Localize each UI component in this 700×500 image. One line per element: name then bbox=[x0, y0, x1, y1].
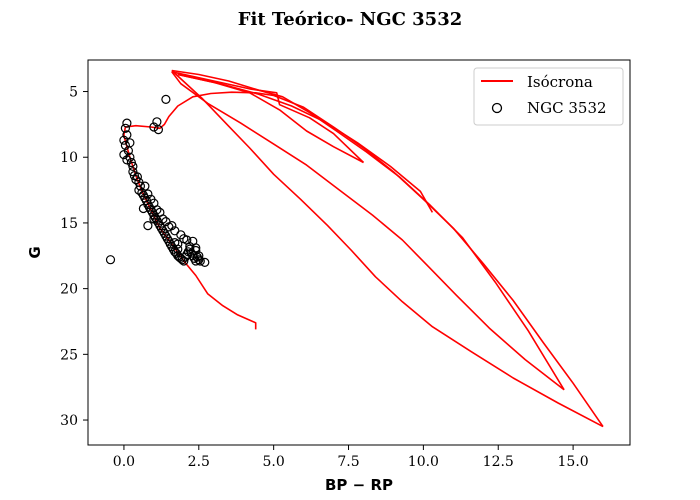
data-point bbox=[125, 152, 135, 162]
isochrone-line-segment-3 bbox=[171, 71, 565, 391]
y-tick-label: 10 bbox=[60, 150, 78, 166]
data-point bbox=[173, 244, 183, 254]
data-point bbox=[152, 205, 162, 215]
data-point bbox=[146, 194, 156, 204]
x-tick-label: 7.5 bbox=[337, 454, 359, 470]
legend-label-isochrone: Isócrona bbox=[527, 73, 593, 91]
y-tick-label: 25 bbox=[60, 347, 78, 363]
y-tick-label: 5 bbox=[69, 85, 78, 101]
data-point bbox=[158, 214, 168, 224]
isochrone-line-segment-4 bbox=[171, 71, 365, 164]
data-point bbox=[143, 221, 153, 231]
y-axis-label: G bbox=[26, 246, 44, 258]
data-point bbox=[135, 181, 145, 191]
data-point bbox=[195, 256, 205, 266]
y-axis: 5 10 15 20 25 30 bbox=[60, 85, 88, 429]
data-point bbox=[182, 235, 192, 245]
x-axis: 0.0 2.5 5.0 7.5 10.0 12.5 15.0 bbox=[113, 445, 589, 470]
axes-frame bbox=[87, 59, 631, 446]
data-point bbox=[122, 118, 132, 128]
data-point bbox=[128, 161, 138, 171]
data-point bbox=[120, 140, 131, 150]
data-point bbox=[105, 255, 116, 265]
data-point bbox=[149, 214, 159, 224]
x-tick-label: 2.5 bbox=[188, 454, 210, 470]
isochrone-line-segment-5 bbox=[177, 73, 364, 164]
data-point bbox=[122, 130, 132, 140]
x-tick-label: 10.0 bbox=[408, 454, 439, 470]
isochrone-line-segment-2 bbox=[171, 69, 565, 391]
data-point bbox=[119, 150, 129, 160]
isochrone-line-segment-0 bbox=[123, 91, 604, 428]
y-tick-label: 15 bbox=[60, 216, 78, 232]
legend-marker-swatch bbox=[491, 102, 503, 114]
y-tick-label: 20 bbox=[60, 282, 78, 298]
x-axis-label: BP − RP bbox=[325, 476, 393, 494]
y-tick-label: 30 bbox=[60, 413, 78, 429]
legend: Isócrona NGC 3532 bbox=[473, 67, 624, 126]
data-point bbox=[122, 155, 132, 165]
x-tick-label: 0.0 bbox=[113, 454, 135, 470]
data-point bbox=[138, 203, 148, 214]
data-point bbox=[164, 222, 174, 232]
data-point bbox=[191, 245, 201, 256]
data-point bbox=[177, 255, 187, 265]
x-tick-label: 5.0 bbox=[263, 454, 285, 470]
data-point bbox=[128, 167, 138, 177]
data-point bbox=[194, 255, 204, 265]
isochrone-line-segment-1 bbox=[171, 69, 604, 428]
data-point bbox=[140, 181, 150, 191]
data-point bbox=[132, 172, 142, 182]
data-point bbox=[153, 125, 163, 135]
legend-label-cluster: NGC 3532 bbox=[527, 99, 607, 117]
x-tick-label: 12.5 bbox=[483, 454, 514, 470]
data-point bbox=[126, 157, 136, 168]
data-point bbox=[143, 189, 153, 199]
data-point bbox=[161, 94, 171, 105]
isochrone-line-segment-6 bbox=[177, 73, 434, 213]
data-point bbox=[161, 217, 171, 227]
data-point bbox=[119, 135, 129, 145]
legend-box bbox=[473, 67, 624, 126]
data-point bbox=[149, 122, 159, 132]
chart-title: Fit Teórico- NGC 3532 bbox=[238, 9, 463, 30]
x-tick-label: 15.0 bbox=[558, 454, 589, 470]
data-point bbox=[200, 257, 210, 267]
data-point bbox=[191, 243, 201, 253]
plot-area bbox=[105, 69, 604, 428]
data-point bbox=[120, 123, 131, 133]
data-point bbox=[194, 251, 204, 261]
